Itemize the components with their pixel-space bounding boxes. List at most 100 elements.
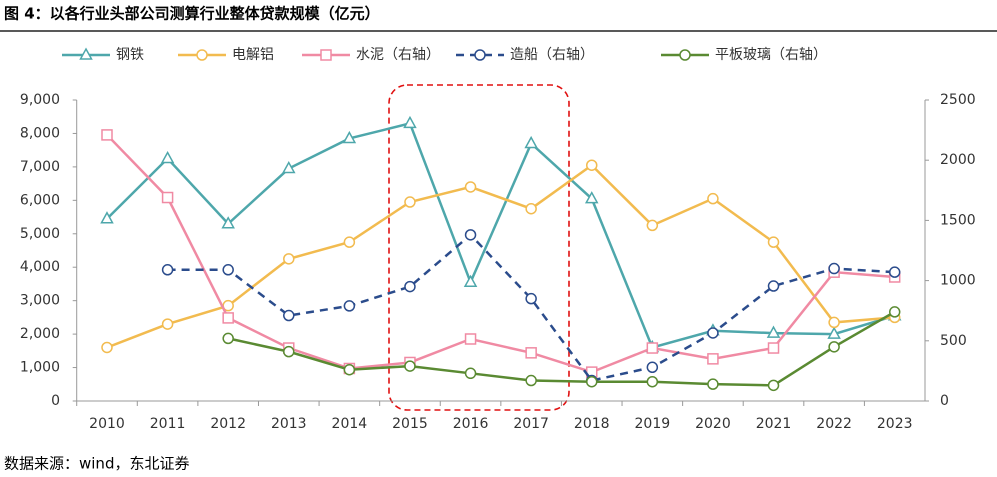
legend-label: 造船（右轴） <box>510 47 594 63</box>
marker <box>646 375 659 388</box>
marker <box>888 266 901 278</box>
marker <box>161 318 174 330</box>
x-tick-label: 2020 <box>695 416 731 432</box>
y-tick-label: 8,000 <box>20 125 60 141</box>
x-tick-label: 2010 <box>89 416 125 432</box>
marker <box>828 262 840 275</box>
marker <box>283 253 295 265</box>
y-tick-label: 6,000 <box>20 192 60 208</box>
x-tick-label: 2014 <box>332 416 368 432</box>
marker <box>646 342 659 354</box>
marker <box>222 332 234 345</box>
marker <box>525 347 537 359</box>
x-tick-label: 2018 <box>574 416 610 432</box>
marker <box>161 191 174 204</box>
series-line <box>106 134 895 374</box>
y2-tick-label: 1500 <box>940 212 976 228</box>
y-tick-label: 0 <box>51 393 60 409</box>
marker <box>403 115 417 129</box>
y-tick-label: 1,000 <box>20 360 60 376</box>
marker <box>343 236 356 248</box>
x-tick-label: 2015 <box>392 416 428 432</box>
y-tick-label: 3,000 <box>20 293 60 309</box>
marker <box>525 374 537 387</box>
marker <box>343 363 356 376</box>
marker <box>767 342 780 354</box>
marker <box>767 379 780 392</box>
marker <box>646 219 659 232</box>
y-tick-label: 5,000 <box>20 226 60 242</box>
source-note: 数据来源：wind，东北证券 <box>4 455 189 473</box>
marker <box>79 47 93 60</box>
marker <box>282 161 296 174</box>
marker <box>100 211 114 224</box>
marker <box>343 300 356 312</box>
marker <box>342 130 357 144</box>
x-tick-label: 2011 <box>150 416 186 432</box>
marker <box>222 312 234 324</box>
marker <box>222 264 234 276</box>
marker <box>464 181 477 193</box>
x-tick-label: 2023 <box>877 416 913 432</box>
marker <box>464 229 477 241</box>
marker <box>525 292 537 305</box>
marker <box>525 202 537 215</box>
marker <box>404 360 416 372</box>
marker <box>196 49 208 61</box>
y-tick-label: 4,000 <box>20 259 60 275</box>
x-tick-label: 2022 <box>816 416 852 432</box>
y-tick-label: 7,000 <box>20 159 60 175</box>
marker <box>101 129 113 141</box>
legend-label: 平板玻璃（右轴） <box>715 46 827 63</box>
marker <box>585 375 598 388</box>
marker <box>767 280 780 292</box>
legend-label: 水泥（右轴） <box>356 47 440 63</box>
marker <box>464 367 477 380</box>
marker <box>221 216 235 229</box>
marker <box>474 49 486 61</box>
marker <box>707 327 719 339</box>
marker <box>524 135 538 149</box>
marker <box>584 191 599 204</box>
marker <box>828 316 840 329</box>
x-tick-label: 2016 <box>453 416 489 432</box>
marker <box>767 236 780 248</box>
highlight-box <box>388 84 570 411</box>
marker <box>463 274 478 288</box>
marker <box>585 159 598 171</box>
y2-tick-label: 1000 <box>940 273 976 289</box>
marker <box>828 341 840 353</box>
x-tick-label: 2012 <box>210 416 246 432</box>
marker <box>888 306 901 318</box>
marker <box>827 326 841 339</box>
y2-tick-label: 2500 <box>940 92 976 108</box>
marker <box>707 353 719 365</box>
y2-tick-label: 500 <box>940 333 967 349</box>
marker <box>283 309 295 322</box>
marker <box>161 264 174 276</box>
marker <box>707 378 719 390</box>
chart-title: 图 4：以各行业头部公司测算行业整体贷款规模（亿元） <box>4 5 380 23</box>
x-tick-label: 2013 <box>271 416 307 432</box>
marker <box>646 361 659 374</box>
marker <box>283 345 295 358</box>
series-line <box>227 310 896 387</box>
y2-tick-label: 0 <box>940 393 949 409</box>
series-line <box>106 163 895 349</box>
y-tick-label: 9,000 <box>20 92 60 108</box>
marker <box>160 150 175 164</box>
marker <box>766 325 781 338</box>
x-tick-label: 2017 <box>513 416 549 432</box>
marker <box>101 341 113 354</box>
marker <box>404 280 416 293</box>
x-tick-label: 2021 <box>756 416 792 432</box>
x-tick-label: 2019 <box>635 416 671 432</box>
y-tick-label: 2,000 <box>20 326 60 342</box>
marker <box>679 49 691 61</box>
series-line <box>106 121 896 349</box>
legend-label: 钢铁 <box>116 47 144 63</box>
marker <box>464 333 477 345</box>
marker <box>404 196 416 208</box>
legend-label: 电解铝 <box>232 47 274 63</box>
